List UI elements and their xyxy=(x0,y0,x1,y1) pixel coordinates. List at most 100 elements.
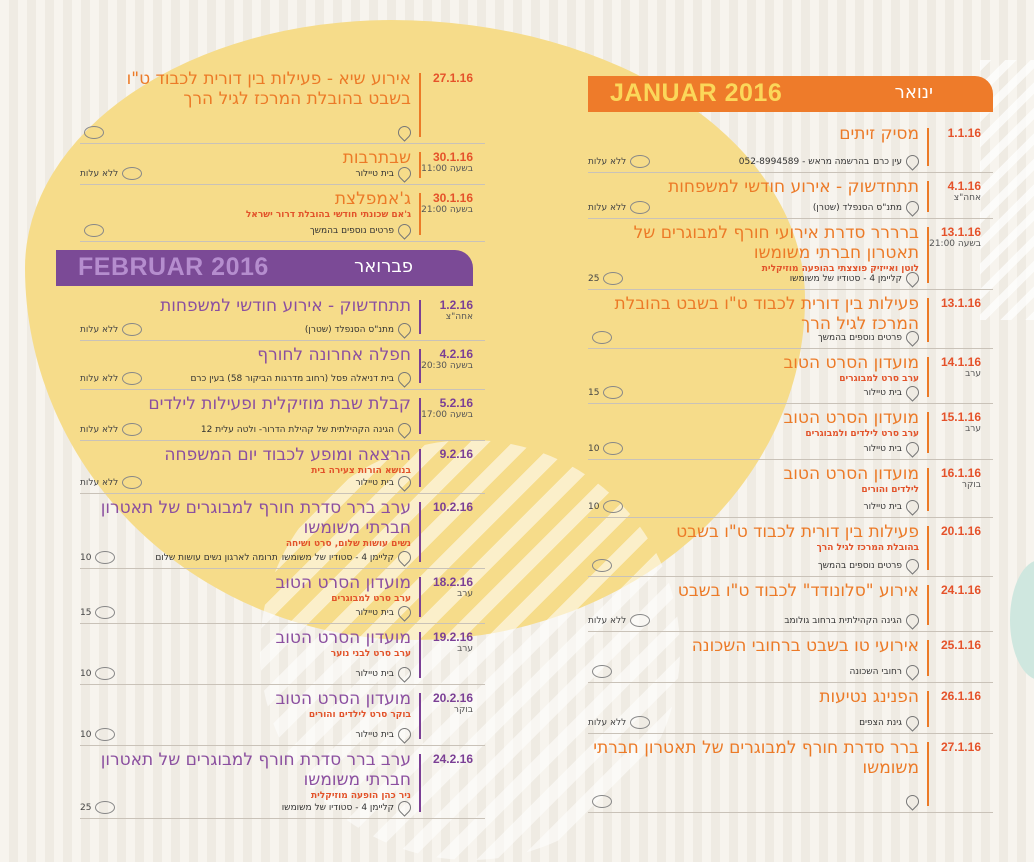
event-location-text: בית דניאלה פסל (רחוב מדרגות הביקור 58) ב… xyxy=(190,373,394,384)
event-divider xyxy=(419,349,421,383)
event-location-text: קליימן 4 - סטודיו של משומשו xyxy=(789,273,902,284)
event-row: 24.1.16 אירוע "סלונודד" לכבוד ט"ו בשבט הגי… xyxy=(588,577,993,632)
event-price-text: 25 xyxy=(80,802,92,813)
event-row: 4.2.16 בשעה 20:30 חפלה אחרונה לחורף בית דני… xyxy=(80,341,485,390)
event-price xyxy=(588,665,612,678)
event-divider xyxy=(927,128,929,166)
event-location-text: הגינה הקהילתית ברחוב גולומב xyxy=(784,615,902,626)
event-title: מועדון הסרט הטוב xyxy=(275,573,411,593)
event-price: 10 xyxy=(588,500,624,513)
location-pin-icon xyxy=(903,662,922,681)
event-body: הרצאה ומופע לכבוד יום המשפחה בנושא הורות … xyxy=(80,445,411,477)
event-date: 10.2.16 xyxy=(432,500,473,514)
event-date: 27.1.16 xyxy=(432,71,473,85)
location-pin-icon xyxy=(903,556,922,575)
ticket-icon xyxy=(630,614,651,627)
event-date-box: 24.2.16 xyxy=(421,752,485,766)
event-date-box: 25.1.16 xyxy=(929,638,993,652)
event-location-text: פרטים נוספים בהמשך xyxy=(309,225,394,236)
event-divider xyxy=(419,73,421,137)
event-row: 13.1.16 בשעה 21:00 ברררר סדרת אירועי חורף … xyxy=(588,219,993,290)
event-price: 10 xyxy=(588,442,624,455)
event-location-text: בית טיילור xyxy=(355,668,394,679)
event-price-text: 15 xyxy=(588,387,600,398)
event-title: מסיק זיתים xyxy=(839,124,919,144)
event-date-box: 5.2.16 בשעה 17:00 xyxy=(421,396,485,420)
event-date: 26.1.16 xyxy=(940,689,981,703)
event-location: רחובי השכונה xyxy=(846,662,922,681)
event-body: פעילות בין דורית לכבוד ט"ו בשבט בהובלת ה… xyxy=(588,294,919,334)
ticket-icon xyxy=(630,716,651,729)
event-price: 25 xyxy=(588,272,624,285)
event-body: מועדון הסרט הטוב בוקר סרט לילדים והורים xyxy=(80,689,411,721)
event-location-text: בית טיילור xyxy=(863,443,902,454)
event-price-text: 10 xyxy=(80,729,92,740)
event-title: פעילות בין דורית לכבוד ט"ו בשבט xyxy=(676,522,919,542)
event-date: 18.2.16 xyxy=(432,575,473,589)
ticket-icon xyxy=(122,323,143,336)
event-row: 10.2.16 ערב ברר סדרת חורף למבוגרים של תאט… xyxy=(80,494,485,569)
event-date-box: 16.1.16 בוקר xyxy=(929,466,993,490)
event-note: לילדים והורים xyxy=(861,485,919,495)
location-pin-icon xyxy=(903,269,922,288)
event-location: מתנ"ס הסנפלד (שטרן) xyxy=(809,198,922,217)
event-location-text: בית טיילור xyxy=(355,729,394,740)
event-location: קליימן 4 - סטודיו של משומשו xyxy=(786,269,922,288)
event-row: 5.2.16 בשעה 17:00 קבלת שבת מוזיקלית ופעילו… xyxy=(80,390,485,441)
event-divider xyxy=(419,152,421,178)
event-title: הפנינג נטיעות xyxy=(819,687,919,707)
event-row: 27.1.16 ברר סדרת חורף למבוגרים של תאטרון … xyxy=(588,734,993,813)
event-price-text: ללא עלות xyxy=(80,373,119,384)
event-body: מועדון הסרט הטוב לילדים והורים xyxy=(588,464,919,496)
location-pin-icon xyxy=(395,221,414,240)
event-title: ג'אמפלצת xyxy=(334,189,411,209)
february-event-list: 1.2.16 אחה"צ תתחדשוק - אירוע חודשי למשפחות… xyxy=(80,292,485,819)
event-date-box: 4.1.16 אחה"צ xyxy=(929,179,993,203)
event-price-text: ללא עלות xyxy=(588,202,627,213)
event-divider xyxy=(927,526,929,570)
event-price: 10 xyxy=(80,728,116,741)
event-price-text: ללא עלות xyxy=(80,324,119,335)
location-pin-icon xyxy=(903,439,922,458)
event-title: שבתרבות xyxy=(342,148,411,168)
event-location: קליימן 4 - סטודיו של משומשו תרומה לארגון … xyxy=(155,548,414,567)
event-location-text: בית טיילור xyxy=(355,477,394,488)
event-price: ללא עלות xyxy=(588,716,651,729)
january-heading-latin: JANUAR 2016 xyxy=(610,79,783,107)
event-date: 30.1.16 xyxy=(432,150,473,164)
event-note: ג'אם שכונתי חודשי בהובלת דרור ישראל xyxy=(245,210,411,220)
event-note: בוקר סרט לילדים והורים xyxy=(308,710,411,720)
event-price: ללא עלות xyxy=(588,155,651,168)
event-row: 19.2.16 ערב מועדון הסרט הטוב ערב סרט לבני נ… xyxy=(80,624,485,685)
event-location: הגינה הקהילתית ברחוב גולומב xyxy=(780,611,922,630)
event-divider xyxy=(927,227,929,283)
ticket-icon xyxy=(122,167,143,180)
ticket-icon xyxy=(95,667,116,680)
event-body: הפנינג נטיעות xyxy=(588,687,919,707)
ticket-icon xyxy=(603,272,624,285)
ticket-icon xyxy=(603,500,624,513)
event-date-box: 30.1.16 בשעה 21:00 xyxy=(421,191,485,215)
location-pin-icon xyxy=(395,164,414,183)
event-date: 27.1.16 xyxy=(940,740,981,754)
ticket-icon xyxy=(122,476,143,489)
event-time: בשעה 21:00 xyxy=(929,239,981,249)
event-title: ערב ברר סדרת חורף למבוגרים של תאטרון חבר… xyxy=(100,498,411,538)
event-location: בית טיילור xyxy=(351,725,414,744)
ticket-icon xyxy=(592,795,612,808)
event-title: פעילות בין דורית לכבוד ט"ו בשבט בהובלת ה… xyxy=(614,294,919,334)
event-row: 20.1.16 פעילות בין דורית לכבוד ט"ו בשבט בה… xyxy=(588,518,993,577)
event-location-text: קליימן 4 - סטודיו של משומשו xyxy=(281,802,394,813)
event-body: ערב ברר סדרת חורף למבוגרים של תאטרון חבר… xyxy=(80,750,411,802)
event-row: 14.1.16 ערב מועדון הסרט הטוב ערב סרט למבוגר… xyxy=(588,349,993,404)
event-location: בית טיילור xyxy=(351,473,414,492)
event-price-text: 10 xyxy=(588,501,600,512)
event-body: ברר סדרת חורף למבוגרים של תאטרון חברתי מ… xyxy=(588,738,919,778)
event-price xyxy=(588,559,612,572)
event-date-box: 14.1.16 ערב xyxy=(929,355,993,379)
event-price: ללא עלות xyxy=(80,423,143,436)
location-pin-icon xyxy=(903,328,922,347)
event-price xyxy=(588,795,612,808)
location-pin-icon xyxy=(395,123,414,142)
event-price: ללא עלות xyxy=(588,614,651,627)
